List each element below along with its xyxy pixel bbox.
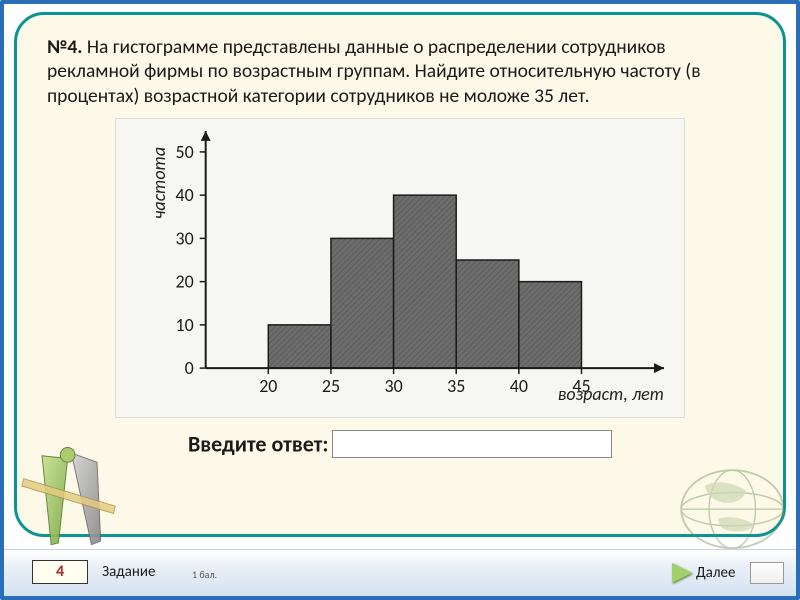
task-number-box: 4 [32, 560, 88, 584]
svg-text:30: 30 [176, 227, 194, 249]
next-label: Далее [696, 564, 735, 582]
svg-text:50: 50 [176, 141, 194, 163]
answer-row: Введите ответ: [47, 430, 753, 458]
question-number: №4. [47, 35, 83, 59]
svg-text:35: 35 [447, 375, 465, 397]
svg-text:20: 20 [259, 375, 277, 397]
svg-text:0: 0 [185, 357, 194, 379]
chart-svg: 01020304050202530354045 [116, 119, 684, 418]
svg-text:10: 10 [176, 314, 194, 336]
points-label: 1 бал. [192, 568, 217, 581]
question-text: №4. На гистограмме представлены данные о… [47, 35, 753, 108]
svg-text:30: 30 [384, 375, 402, 397]
answer-input[interactable] [332, 430, 612, 458]
svg-text:25: 25 [322, 375, 340, 397]
svg-text:40: 40 [176, 184, 194, 206]
y-axis-label: частота [148, 147, 170, 219]
x-axis-label: возраст, лет [558, 383, 664, 405]
globe-decoration [658, 457, 788, 552]
histogram-chart: 01020304050202530354045 частота возраст,… [115, 118, 685, 418]
answer-label: Введите ответ: [188, 431, 328, 458]
next-button[interactable]: Далее [672, 558, 782, 588]
svg-text:20: 20 [176, 271, 194, 293]
arrow-right-icon [672, 563, 692, 583]
task-label: Задание [102, 563, 155, 581]
next-box-icon [750, 562, 784, 584]
question-body: На гистограмме представлены данные о рас… [47, 35, 701, 108]
compass-decoration [12, 442, 127, 552]
content-area: №4. На гистограмме представлены данные о… [47, 35, 753, 519]
svg-text:40: 40 [510, 375, 528, 397]
footer-bar: 4 Задание 1 бал. Далее [4, 549, 796, 596]
